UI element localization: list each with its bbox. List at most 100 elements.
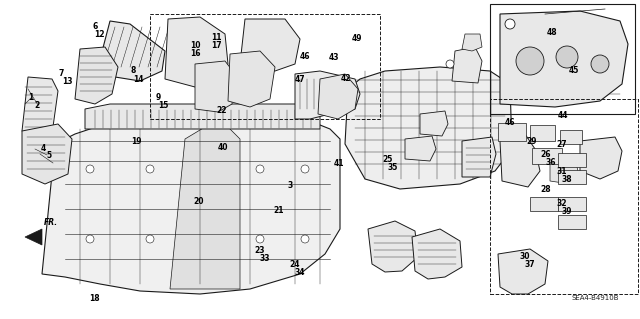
Polygon shape [295, 71, 360, 119]
Text: 20: 20 [193, 197, 204, 206]
Bar [150, 14, 380, 119]
Circle shape [446, 60, 454, 68]
Text: 39: 39 [561, 207, 572, 216]
Text: 6: 6 [92, 22, 97, 31]
Polygon shape [240, 19, 300, 71]
Circle shape [86, 165, 94, 173]
Text: 21: 21 [273, 206, 284, 215]
Polygon shape [498, 123, 526, 141]
Polygon shape [345, 67, 512, 189]
Text: 15: 15 [159, 101, 169, 110]
Polygon shape [170, 124, 240, 289]
Text: 14: 14 [134, 75, 144, 84]
Text: 37: 37 [525, 260, 535, 269]
Text: 38: 38 [561, 175, 572, 184]
Polygon shape [500, 11, 628, 107]
Text: 28: 28 [540, 185, 550, 194]
Polygon shape [558, 170, 586, 184]
Text: 40: 40 [218, 143, 228, 152]
Polygon shape [228, 51, 275, 107]
Text: 9: 9 [156, 93, 161, 102]
Text: FR.: FR. [44, 218, 58, 227]
Polygon shape [558, 197, 586, 211]
Polygon shape [165, 17, 228, 87]
Text: 44: 44 [558, 111, 568, 120]
Text: 31: 31 [556, 167, 566, 176]
Circle shape [505, 19, 515, 29]
Text: 27: 27 [557, 140, 567, 149]
Polygon shape [85, 104, 320, 129]
Circle shape [516, 47, 544, 75]
Circle shape [146, 165, 154, 173]
Text: 45: 45 [569, 66, 579, 75]
Circle shape [256, 235, 264, 243]
Polygon shape [420, 111, 448, 136]
Circle shape [301, 165, 309, 173]
Text: 3: 3 [288, 181, 293, 190]
Polygon shape [368, 221, 418, 272]
Polygon shape [462, 137, 496, 177]
Circle shape [256, 165, 264, 173]
Polygon shape [462, 34, 482, 51]
Text: 16: 16 [190, 49, 200, 58]
Text: 8: 8 [131, 66, 136, 75]
Polygon shape [530, 197, 558, 211]
Polygon shape [318, 74, 358, 119]
Text: 41: 41 [334, 159, 344, 168]
Polygon shape [550, 159, 578, 184]
Text: 19: 19 [131, 137, 141, 146]
Text: 26: 26 [540, 150, 550, 159]
Text: 4: 4 [41, 144, 46, 153]
Polygon shape [412, 229, 462, 279]
Text: 29: 29 [526, 137, 536, 146]
Text: 10: 10 [190, 41, 200, 50]
Text: 33: 33 [259, 254, 269, 263]
Polygon shape [452, 47, 482, 83]
Polygon shape [98, 21, 165, 81]
Text: 30: 30 [520, 252, 530, 261]
Polygon shape [558, 153, 586, 167]
Polygon shape [500, 134, 540, 187]
Text: 5: 5 [47, 151, 52, 160]
Text: 43: 43 [329, 53, 339, 62]
Circle shape [301, 235, 309, 243]
Bar [490, 4, 635, 114]
Text: 13: 13 [62, 77, 72, 86]
Circle shape [591, 55, 609, 73]
Polygon shape [42, 121, 340, 294]
Polygon shape [560, 130, 582, 144]
Polygon shape [22, 77, 58, 139]
Text: 2: 2 [35, 101, 40, 110]
Text: 48: 48 [547, 28, 557, 37]
Text: 47: 47 [294, 75, 305, 84]
Text: 1: 1 [28, 93, 33, 102]
Text: 46: 46 [505, 118, 515, 127]
Text: 49: 49 [351, 34, 362, 43]
Text: 11: 11 [211, 33, 221, 42]
Polygon shape [532, 148, 562, 164]
Text: SEA4-B4910B: SEA4-B4910B [572, 295, 619, 301]
Text: 34: 34 [294, 268, 305, 277]
Circle shape [86, 235, 94, 243]
Circle shape [146, 235, 154, 243]
Polygon shape [195, 61, 235, 112]
Text: 17: 17 [211, 41, 221, 50]
Polygon shape [558, 215, 586, 229]
Polygon shape [25, 229, 42, 245]
Circle shape [556, 46, 578, 68]
Text: 46: 46 [300, 52, 310, 61]
Polygon shape [580, 137, 622, 179]
Text: 12: 12 [94, 30, 104, 39]
Polygon shape [22, 124, 72, 184]
Polygon shape [75, 47, 118, 104]
Text: 36: 36 [545, 158, 556, 167]
Text: 25: 25 [382, 155, 392, 164]
Text: 32: 32 [556, 199, 566, 208]
Text: 42: 42 [340, 74, 351, 83]
Text: 18: 18 [90, 294, 100, 303]
Bar [490, 99, 638, 294]
Polygon shape [498, 249, 548, 294]
Polygon shape [405, 136, 436, 161]
Text: 24: 24 [289, 260, 300, 269]
Text: 23: 23 [254, 246, 264, 255]
